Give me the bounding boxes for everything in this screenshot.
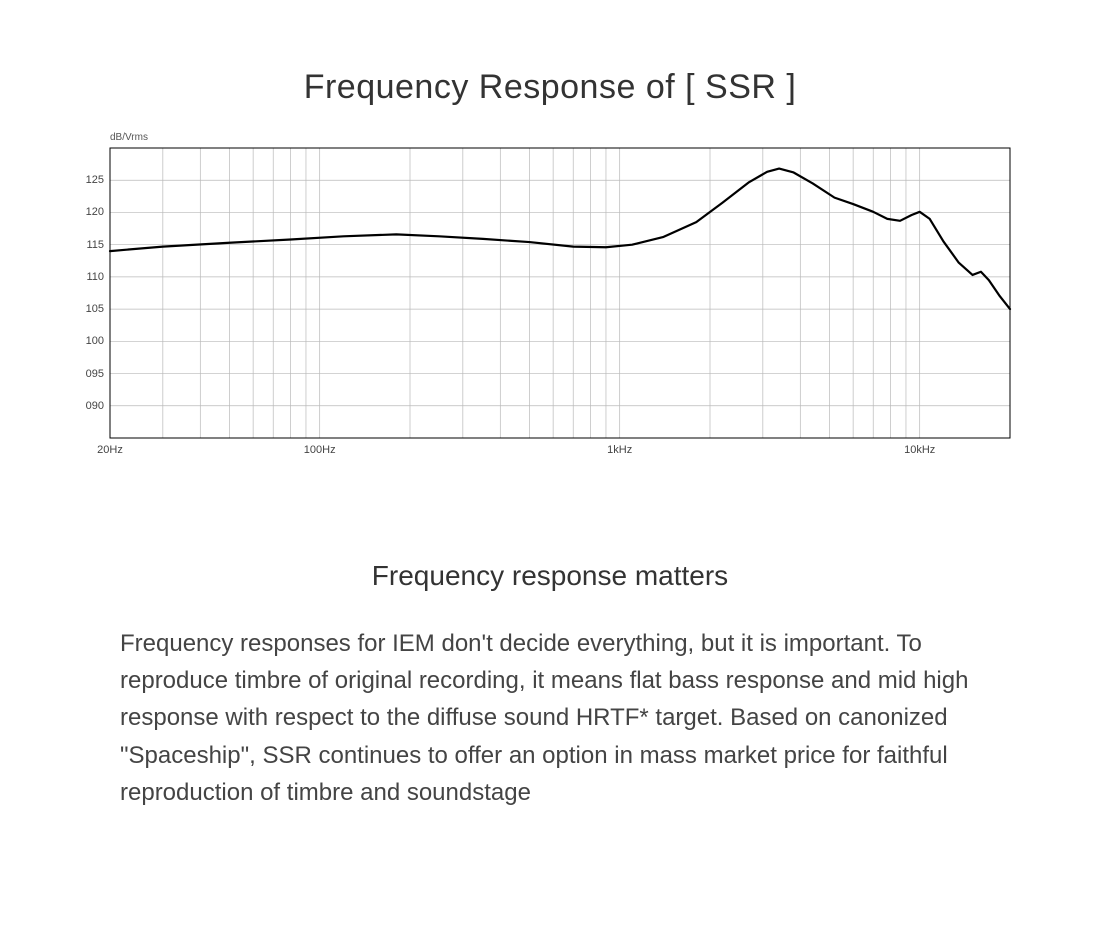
y-tick-label: 120 <box>76 206 104 218</box>
x-tick-label: 20Hz <box>97 444 123 456</box>
x-tick-label: 100Hz <box>304 444 336 456</box>
section-body-text: Frequency responses for IEM don't decide… <box>120 625 980 811</box>
y-tick-label: 105 <box>76 303 104 315</box>
page-title: Frequency Response of [ SSR ] <box>0 68 1100 107</box>
chart-container: dB/Vrms 12512011511010510009509020Hz100H… <box>80 130 1020 470</box>
x-tick-label: 10kHz <box>904 444 935 456</box>
frequency-response-chart <box>80 130 1020 470</box>
y-tick-label: 125 <box>76 174 104 186</box>
y-tick-label: 095 <box>76 368 104 380</box>
page-container: Frequency Response of [ SSR ] dB/Vrms 12… <box>0 0 1100 952</box>
x-tick-label: 1kHz <box>607 444 632 456</box>
y-tick-label: 090 <box>76 400 104 412</box>
y-axis-unit-label: dB/Vrms <box>110 132 148 143</box>
y-tick-label: 110 <box>76 271 104 283</box>
section-subheading: Frequency response matters <box>0 560 1100 592</box>
y-tick-label: 100 <box>76 335 104 347</box>
y-tick-label: 115 <box>76 239 104 251</box>
